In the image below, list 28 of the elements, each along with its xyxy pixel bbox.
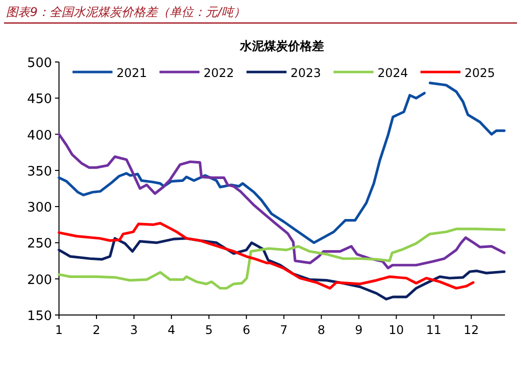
y-tick-label: 400 bbox=[27, 128, 52, 144]
x-tick-label: 3 bbox=[130, 323, 138, 337]
y-tick-label: 500 bbox=[27, 56, 52, 71]
x-tick-label: 7 bbox=[280, 323, 288, 337]
y-tick-label: 300 bbox=[27, 200, 52, 216]
legend-label: 2023 bbox=[290, 66, 322, 80]
chart-title: 水泥煤炭价格差 bbox=[239, 39, 324, 53]
x-tick-label: 9 bbox=[355, 323, 363, 337]
legend-label: 2022 bbox=[204, 66, 234, 80]
x-tick-label: 2 bbox=[92, 323, 100, 337]
x-tick-label: 4 bbox=[168, 323, 176, 337]
chart-subtitle: 图表9：全国水泥煤炭价格差（单位：元/吨） bbox=[6, 5, 246, 19]
legend-label: 2024 bbox=[378, 66, 408, 80]
x-tick-label: 11 bbox=[426, 323, 442, 337]
y-tick-label: 200 bbox=[27, 272, 52, 288]
y-tick-label: 250 bbox=[27, 236, 52, 252]
line-series bbox=[58, 132, 506, 270]
x-tick-label: 12 bbox=[464, 323, 479, 337]
x-tick-label: 5 bbox=[205, 323, 213, 337]
x-tick-label: 10 bbox=[388, 323, 404, 337]
y-tick-label: 350 bbox=[27, 164, 52, 180]
x-tick-label: 6 bbox=[242, 323, 250, 337]
x-tick-label: 8 bbox=[318, 323, 326, 337]
x-tick-label: 1 bbox=[55, 323, 63, 337]
y-tick-label: 150 bbox=[27, 309, 52, 324]
y-tick-label: 450 bbox=[27, 92, 52, 108]
legend-label: 2025 bbox=[464, 66, 496, 80]
legend-label: 2021 bbox=[116, 66, 148, 80]
